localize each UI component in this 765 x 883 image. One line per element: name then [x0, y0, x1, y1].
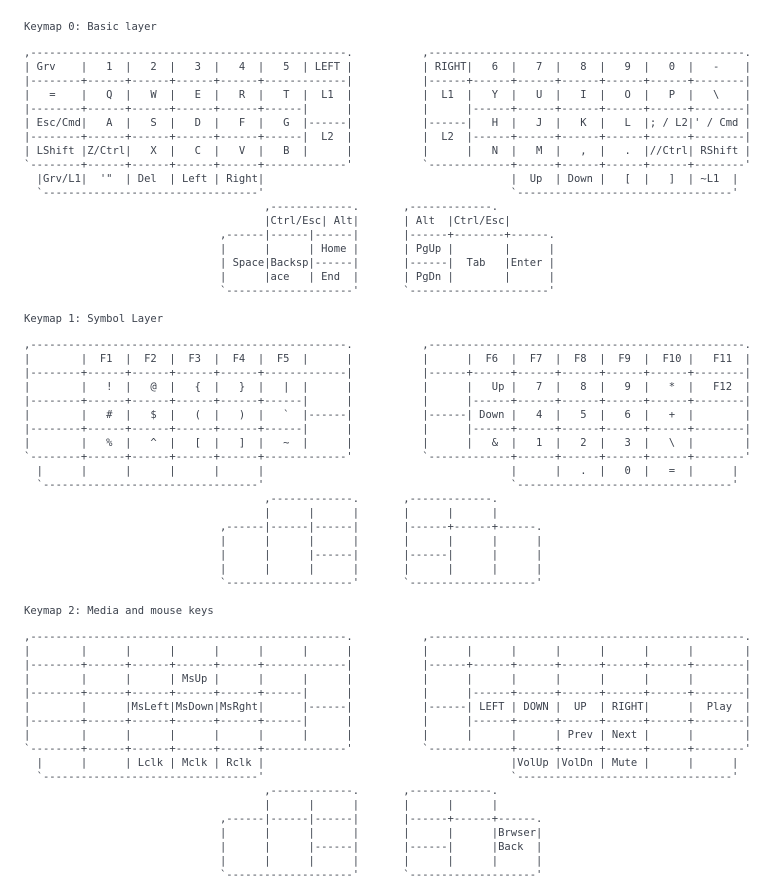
keymap-ascii-art: ,---------------------------------------…: [24, 339, 751, 589]
keymap-ascii-art: ,---------------------------------------…: [24, 631, 751, 881]
keymap-section-media-mouse-keys: Keymap 2: Media and mouse keys ,--------…: [24, 604, 765, 882]
keymap-title: Keymap 2: Media and mouse keys: [24, 605, 214, 617]
keymap-section-basic-layer: Keymap 0: Basic layer ,-----------------…: [24, 20, 765, 298]
keymap-title: Keymap 0: Basic layer: [24, 21, 157, 33]
keymap-title: Keymap 1: Symbol Layer: [24, 313, 164, 325]
keymap-document: Keymap 0: Basic layer ,-----------------…: [24, 20, 765, 882]
keymap-section-symbol-layer: Keymap 1: Symbol Layer ,----------------…: [24, 312, 765, 590]
keymap-ascii-art: ,---------------------------------------…: [24, 47, 751, 297]
